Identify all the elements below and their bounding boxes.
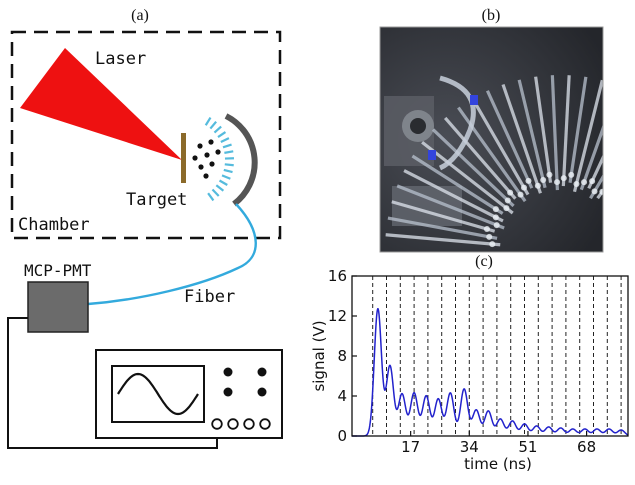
photo-connector [489,241,495,247]
photo-connector [507,190,513,196]
photo-connector [581,179,587,185]
photo-connector [568,172,574,178]
knob [258,368,267,377]
photo-connector [535,183,541,189]
particle [208,139,213,144]
photo-lens [410,118,426,134]
fiber-label: Fiber [184,287,235,307]
panel-a: (a) Laser Target Chamber Fiber MCP-PMT [8,7,282,448]
fiber-element [224,170,233,172]
photo-connector [607,190,613,196]
collector-arc [226,116,255,204]
target-plate [181,133,186,183]
fiber-element [212,189,218,195]
fiber-array-photo [380,27,635,252]
particle [197,143,202,148]
photo-connector [554,179,560,185]
y-tick-label: 12 [328,307,347,325]
fiber-element [210,122,216,129]
detector-label: MCP-PMT [24,261,92,280]
chamber-label: Chamber [18,215,90,235]
particle [198,164,203,169]
particle [204,152,209,157]
photo-blue-marker [470,95,478,105]
photo-connector [494,222,500,228]
mcp-pmt-detector [28,282,88,332]
y-tick-label: 8 [337,347,347,365]
photo-connector [486,234,492,240]
photo-connector [525,178,531,184]
knob [224,388,233,397]
particle [209,161,214,166]
knob [258,388,267,397]
fiber-element [208,193,213,200]
photo-connector [561,175,567,181]
ejected-particles [192,139,220,178]
photo-connector [493,214,499,220]
connector [244,419,254,429]
fiber-array [206,118,234,201]
oscilloscope [96,350,282,438]
photo-connector [599,189,605,195]
photo-connector [540,177,546,183]
panel-c-label: (c) [475,253,493,270]
photo-connector [573,181,579,187]
panel-a-label: (a) [131,7,149,24]
connector [228,419,238,429]
photo-connector [521,185,527,191]
fiber-element [206,118,211,126]
particle [215,149,220,154]
photo-connector [493,206,499,212]
fiber-element [221,138,229,142]
input-connector [212,419,222,429]
fiber-element [224,151,233,153]
panel-b-label: (b) [482,7,501,24]
target-label: Target [126,190,187,210]
photo-connector [505,197,511,203]
photo-blue-marker [428,150,436,160]
panel-c: (c) 0 4 8 12 16 17 34 51 68 time (ns) signal (V) [310,253,628,473]
fiber-element [222,175,230,178]
fiber-element [218,132,225,137]
chart: 0 4 8 12 16 17 34 51 68 time (ns) signal (V) [310,267,628,473]
photo-connector [518,192,524,198]
photo-connector [546,172,552,178]
signal-series-line [352,309,628,436]
panel-b: (b) [380,7,635,252]
fiber-element [225,164,234,165]
photo-connector [592,188,598,194]
photo-connector [589,178,595,184]
particle [203,173,208,178]
photo-connector [503,205,509,211]
y-tick-label: 0 [337,427,347,445]
fiber-element [220,181,228,186]
x-tick-label: 17 [401,438,420,456]
x-tick-label: 51 [518,438,537,456]
connector [260,419,270,429]
particle [192,155,197,160]
y-tick-label: 4 [337,387,347,405]
y-tick-label: 16 [328,267,347,285]
x-axis-label: time (ns) [464,455,532,473]
y-axis-label: signal (V) [310,320,328,391]
x-tick-label: 68 [577,438,596,456]
laser-label: Laser [95,49,146,69]
x-tick-label: 34 [460,438,479,456]
fiber-element [216,185,223,191]
photo-connector [484,226,490,232]
photo-fiber [605,119,635,199]
fiber-element [223,145,232,148]
knob [224,368,233,377]
fiber-element [214,127,221,133]
